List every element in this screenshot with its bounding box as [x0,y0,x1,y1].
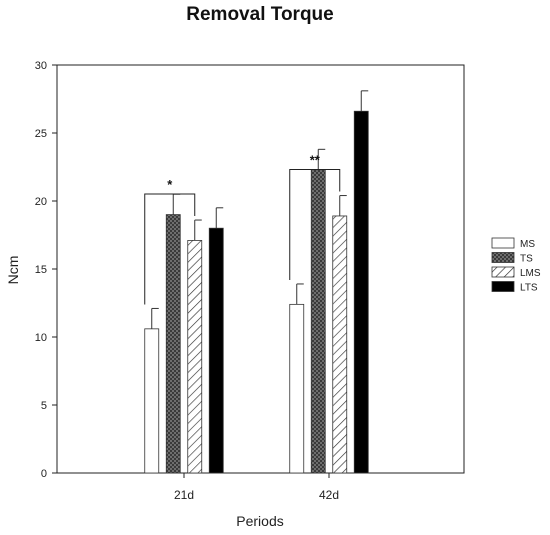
x-axis: 21d 42d [174,473,339,502]
y-tick-label: 30 [35,60,47,72]
plot-frame [56,64,465,474]
y-tick-label: 10 [35,332,47,344]
x-axis-label: Periods [236,513,283,529]
significance-marker: ** [310,153,321,168]
x-tick-label: 42d [319,488,339,502]
significance-bracket [289,169,341,280]
y-tick-label: 25 [35,128,47,140]
y-axis-label: Ncm [5,256,21,285]
legend-swatch-lts [491,281,515,292]
legend: MS TS LMS LTS [491,237,541,294]
significance-annotations: *** [144,153,341,305]
bar-lms-42d [332,215,348,474]
x-tick-label: 21d [174,488,194,502]
significance-bracket [144,193,196,305]
bar-lms-21d [187,240,203,474]
legend-label-ts: TS [520,254,533,265]
y-tick-label: 5 [41,400,47,412]
legend-swatch-ts [491,252,515,263]
y-tick-label: 0 [41,468,47,480]
bar-ts-21d [165,214,181,474]
legend-swatch-ms [491,237,515,249]
chart-title: Removal Torque [186,4,333,25]
y-tick-label: 20 [35,196,47,208]
bar-ts-42d [310,169,326,474]
bar-series [144,90,369,474]
significance-marker: * [167,177,173,192]
bar-lts-42d [353,110,369,474]
bar-ms-21d [144,328,160,474]
bar-ms-42d [289,303,305,474]
legend-label-lts: LTS [520,283,538,294]
bar-lts-21d [208,227,224,474]
legend-label-ms: MS [520,239,535,250]
legend-label-lms: LMS [520,268,541,279]
legend-swatch-lms [491,266,515,278]
y-tick-label: 15 [35,264,47,276]
y-axis: 0 5 10 15 20 25 30 [35,60,57,480]
